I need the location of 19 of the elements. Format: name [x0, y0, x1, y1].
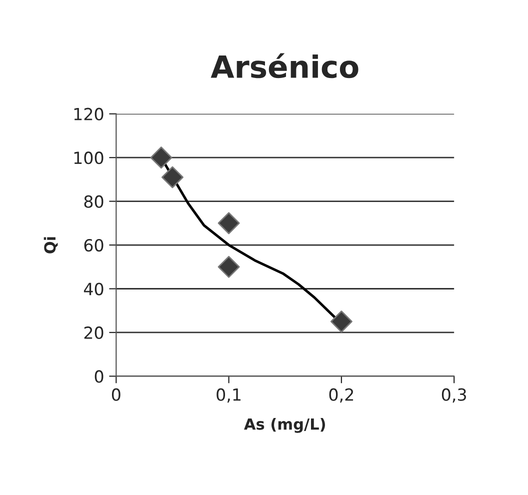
x-tick-label: 0,3 — [442, 388, 466, 403]
y-axis-title: Qi — [44, 237, 58, 254]
point — [218, 212, 240, 234]
point — [330, 310, 352, 333]
point — [161, 166, 184, 188]
x-tick-label: 0,2 — [329, 388, 354, 403]
y-tick-label: 80 — [84, 195, 104, 208]
y-tick-label: 120 — [74, 108, 104, 120]
y-tick-label: 20 — [84, 326, 104, 340]
x-tick-label: 0 — [112, 388, 120, 401]
y-tick-label: 60 — [84, 238, 104, 252]
point — [218, 256, 240, 278]
point — [150, 146, 172, 169]
x-tick-label: 0,1 — [216, 388, 241, 403]
x-axis-title: As (mg/L) — [244, 418, 325, 433]
chart-title: Arsénico — [210, 53, 358, 78]
y-tick-label: 40 — [84, 282, 104, 296]
y-tick-label: 100 — [74, 152, 104, 164]
y-tick-label: 0 — [94, 370, 104, 383]
